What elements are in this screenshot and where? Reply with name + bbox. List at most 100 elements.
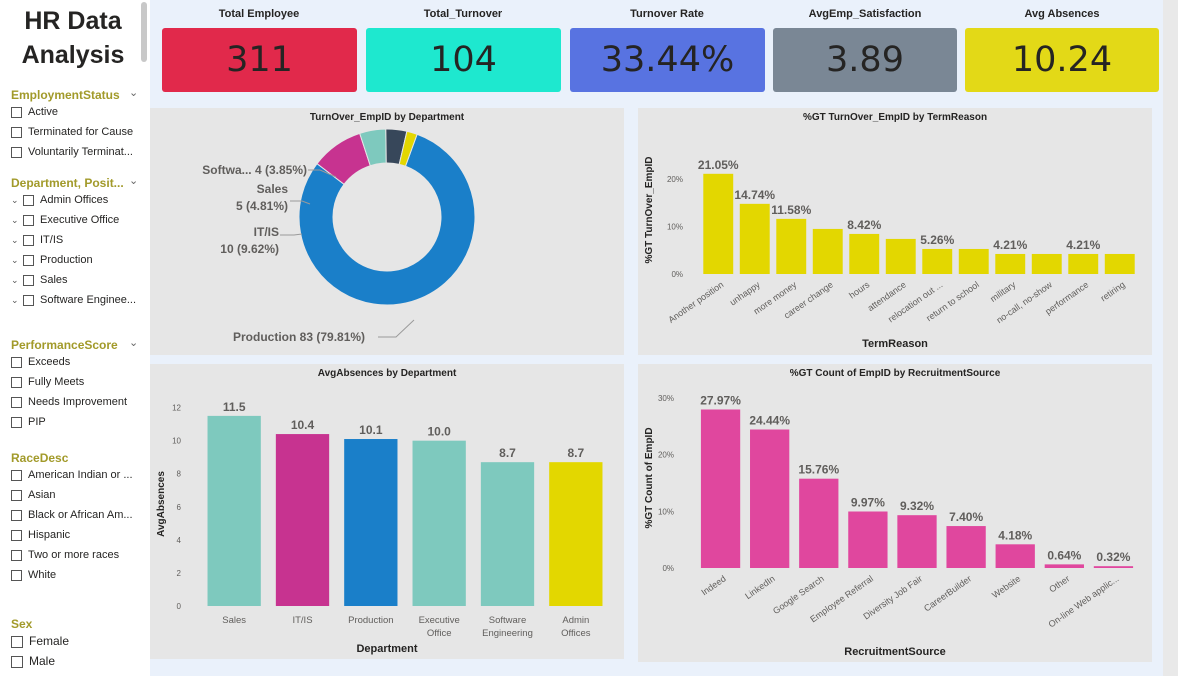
checkbox[interactable] (11, 396, 22, 408)
checkbox[interactable] (11, 509, 22, 521)
checkbox[interactable] (11, 356, 22, 368)
bar[interactable] (1093, 566, 1134, 568)
bar[interactable] (922, 248, 953, 274)
leader-line[interactable] (280, 233, 303, 236)
checkbox[interactable] (11, 146, 22, 158)
checkbox[interactable] (23, 274, 34, 286)
slicer-employment-status: EmploymentStatus ⌄ Active Terminated for… (11, 86, 146, 162)
absences-chart-panel[interactable]: AvgAbsences by Department 0 2 4 6 8 10 12 AvgAb… (150, 364, 624, 659)
data-label: 11.58% (771, 203, 811, 217)
donut-slice[interactable] (298, 133, 476, 306)
leader-line[interactable] (308, 169, 337, 178)
expand-icon[interactable]: ⌄ (11, 295, 19, 305)
checkbox[interactable] (11, 549, 22, 561)
bar[interactable] (776, 218, 807, 274)
bar[interactable] (848, 511, 888, 568)
bar[interactable] (849, 233, 880, 274)
bar[interactable] (812, 228, 843, 274)
bar[interactable] (207, 415, 261, 606)
termreason-bar-chart[interactable]: 0% 10% 20% %GT TurnOver_EmpID 21.05% Another … (638, 108, 1152, 355)
slicer-option[interactable]: Female (11, 631, 146, 651)
donut-chart-panel[interactable]: TurnOver_EmpID by Department Softwa... 4… (150, 108, 624, 355)
bar[interactable] (750, 429, 790, 568)
bar[interactable] (958, 248, 989, 274)
bar[interactable] (897, 515, 937, 568)
bar[interactable] (995, 544, 1035, 568)
bar[interactable] (703, 173, 734, 274)
slicer-option[interactable]: Male (11, 651, 146, 671)
slicer-option[interactable]: American Indian or ... (11, 465, 146, 485)
expand-icon[interactable]: ⌄ (11, 275, 19, 285)
leader-line[interactable] (378, 319, 415, 338)
bar[interactable] (412, 440, 466, 606)
checkbox[interactable] (11, 655, 23, 668)
slicer-option[interactable]: White (11, 565, 146, 585)
donut-chart[interactable] (150, 108, 624, 355)
slicer-option[interactable]: Voluntarily Terminat... (11, 142, 146, 162)
x-tick-label: Engineering (482, 628, 533, 639)
slicer-option[interactable]: ⌄ Admin Offices (11, 190, 146, 210)
chevron-down-icon[interactable]: ⌄ (129, 87, 139, 99)
slicer-option[interactable]: PIP (11, 412, 146, 432)
x-tick-label: hours (847, 279, 872, 300)
bar[interactable] (549, 462, 603, 606)
bar[interactable] (275, 434, 330, 606)
bar[interactable] (700, 409, 741, 568)
kpi-label: Turnover Rate (630, 8, 704, 20)
slicer-option[interactable]: ⌄ Software Enginee... (11, 290, 146, 310)
bar[interactable] (995, 253, 1026, 274)
expand-icon[interactable]: ⌄ (11, 215, 19, 225)
checkbox[interactable] (23, 254, 34, 266)
expand-icon[interactable]: ⌄ (11, 235, 19, 245)
bar[interactable] (344, 439, 398, 606)
slicer-option[interactable]: Asian (11, 485, 146, 505)
bar[interactable] (1044, 564, 1084, 568)
checkbox[interactable] (11, 489, 22, 501)
bar[interactable] (1068, 253, 1099, 274)
checkbox[interactable] (11, 126, 22, 138)
checkbox[interactable] (23, 294, 34, 306)
bar[interactable] (1104, 253, 1135, 274)
donut-slice[interactable] (398, 130, 418, 167)
bar[interactable] (946, 526, 986, 568)
slicer-option[interactable]: ⌄ Sales (11, 270, 146, 290)
bar[interactable] (480, 462, 535, 606)
slicer-option[interactable]: Terminated for Cause (11, 122, 146, 142)
slicer-option[interactable]: Hispanic (11, 525, 146, 545)
checkbox[interactable] (23, 194, 34, 206)
checkbox[interactable] (23, 214, 34, 226)
sidebar-scrollbar[interactable] (141, 2, 147, 62)
slicer-option[interactable]: Black or African Am... (11, 505, 146, 525)
bar[interactable] (739, 203, 770, 274)
checkbox[interactable] (11, 469, 22, 481)
checkbox[interactable] (23, 234, 34, 246)
checkbox[interactable] (11, 106, 22, 118)
slicer-option[interactable]: Exceeds (11, 352, 146, 372)
pane-scrollbar[interactable] (1163, 0, 1178, 676)
termreason-chart-panel[interactable]: %GT TurnOver_EmpID by TermReason 0% 10% 20… (638, 108, 1152, 355)
checkbox[interactable] (11, 569, 22, 581)
checkbox[interactable] (11, 635, 23, 648)
expand-icon[interactable]: ⌄ (11, 195, 19, 205)
expand-icon[interactable]: ⌄ (11, 255, 19, 265)
slicer-option[interactable]: ⌄ Production (11, 250, 146, 270)
chevron-down-icon[interactable]: ⌄ (129, 175, 139, 187)
chevron-down-icon[interactable]: ⌄ (129, 337, 139, 349)
slicer-option[interactable]: Fully Meets (11, 372, 146, 392)
slicer-option[interactable]: Two or more races (11, 545, 146, 565)
checkbox[interactable] (11, 416, 22, 428)
leader-line[interactable] (290, 200, 311, 205)
bar[interactable] (885, 238, 916, 274)
recruitment-bar-chart[interactable]: 0% 10% 20% 30% %GT Count of EmpID 27.97% Indee… (638, 364, 1152, 662)
slicer-title: Sex (11, 617, 33, 631)
bar[interactable] (799, 478, 839, 568)
slicer-option[interactable]: Needs Improvement (11, 392, 146, 412)
slicer-option[interactable]: ⌄ IT/IS (11, 230, 146, 250)
recruitment-chart-panel[interactable]: %GT Count of EmpID by RecruitmentSource … (638, 364, 1152, 662)
bar[interactable] (1031, 253, 1062, 274)
slicer-option[interactable]: ⌄ Executive Office (11, 210, 146, 230)
checkbox[interactable] (11, 529, 22, 541)
absences-bar-chart[interactable]: 0 2 4 6 8 10 12 AvgAbsences 11.5 Sales 10.4 IT/IS 10… (150, 364, 624, 659)
slicer-option[interactable]: Active (11, 102, 146, 122)
checkbox[interactable] (11, 376, 22, 388)
